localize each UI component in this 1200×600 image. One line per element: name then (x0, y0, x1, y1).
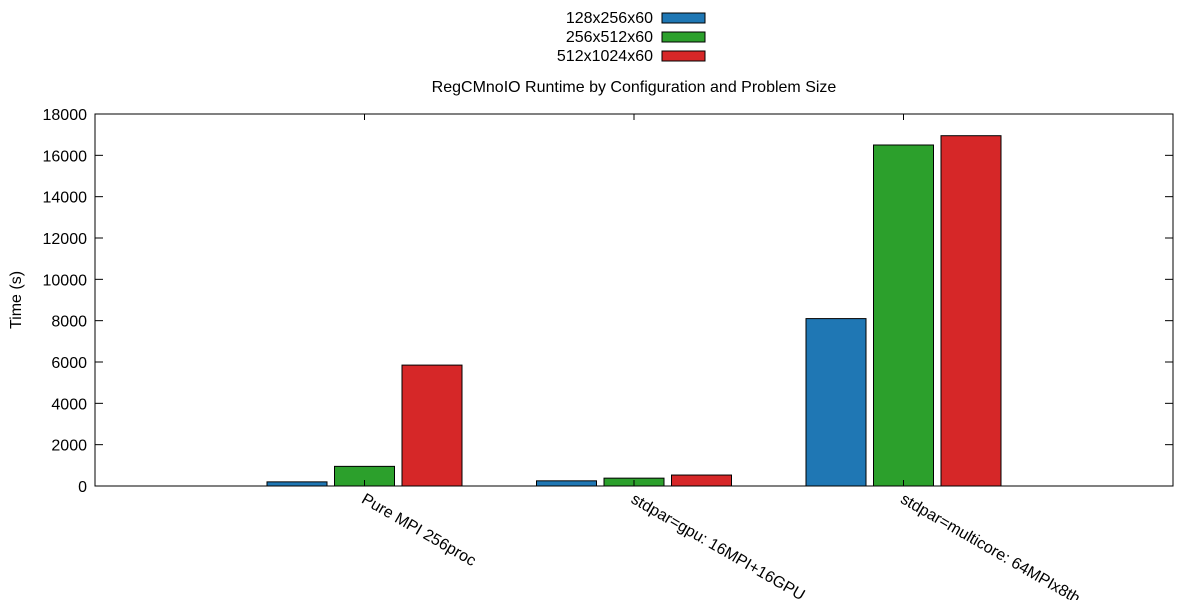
legend-swatch (661, 31, 706, 43)
x-category-label: stdpar=multicore: 64MPIx8th (898, 491, 1083, 600)
bar-128x256x60-1 (536, 480, 597, 487)
y-tick-label: 0 (78, 479, 87, 496)
plot-frame (94, 113, 1174, 487)
bar-128x256x60-2 (805, 318, 867, 487)
legend-label: 512x1024x60 (557, 48, 653, 65)
legend-label: 256x512x60 (566, 29, 653, 46)
y-tick-label: 2000 (51, 438, 87, 455)
y-tick-label: 6000 (51, 355, 87, 372)
y-axis: 0 2000 4000 6000 8000 10000 12000 14000 16000 180… (43, 107, 1173, 496)
y-tick-label: 14000 (43, 190, 88, 207)
x-category-label: Pure MPI 256proc (359, 491, 479, 570)
bar-512x1024x60-1 (671, 474, 732, 487)
legend-label: 128x256x60 (566, 10, 653, 27)
y-tick-label: 16000 (43, 148, 88, 165)
y-axis-title: Time (s) (8, 271, 25, 329)
legend-swatch (661, 50, 706, 62)
y-tick-label: 12000 (43, 231, 88, 248)
legend-swatch (661, 12, 706, 24)
bar-512x1024x60-2 (940, 135, 1002, 487)
bars (266, 135, 1002, 487)
y-tick-label: 8000 (51, 314, 87, 331)
y-tick-label: 4000 (51, 396, 87, 413)
bar-256x512x60-2 (873, 144, 934, 487)
y-tick-label: 10000 (43, 272, 88, 289)
legend: 128x256x60 256x512x60 512x1024x60 (557, 10, 706, 65)
bar-128x256x60-0 (266, 481, 328, 487)
x-category-label: stdpar=gpu: 16MPI+16GPU (628, 491, 807, 600)
chart-title: RegCMnoIO Runtime by Configuration and P… (432, 79, 837, 96)
y-tick-label: 18000 (43, 107, 88, 124)
bar-512x1024x60-0 (401, 364, 463, 487)
